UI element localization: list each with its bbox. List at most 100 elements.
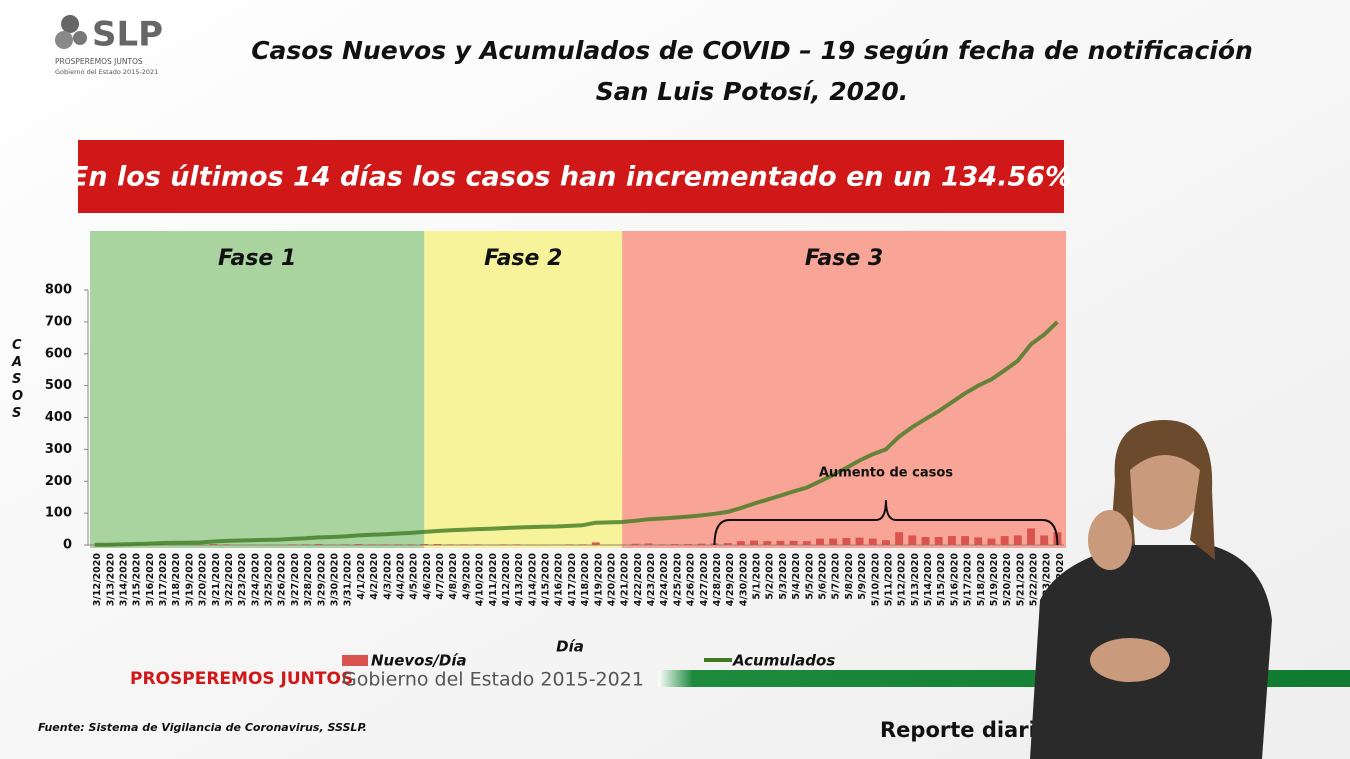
x-tick-label: 4/27/2020 <box>699 553 710 607</box>
bar <box>723 543 732 545</box>
x-tick-label: 3/20/2020 <box>198 553 209 607</box>
x-tick-label: 5/13/2020 <box>910 553 921 607</box>
bar <box>816 538 824 545</box>
line <box>94 320 1059 547</box>
logo: SLP PROSPEREMOS JUNTOS Gobierno del Esta… <box>55 15 163 76</box>
x-tick-label: 5/5/2020 <box>804 553 815 600</box>
x-tick-label: 3/24/2020 <box>250 553 261 607</box>
x-tick-label: 5/6/2020 <box>818 553 829 600</box>
y-tick-label: 500 <box>45 378 72 393</box>
x-tick-label: 3/16/2020 <box>145 553 156 607</box>
phase-region <box>622 231 1066 548</box>
bar <box>1040 535 1049 545</box>
bar <box>499 544 508 545</box>
y-tick-label: 600 <box>45 346 72 361</box>
x-tick-label: 5/17/2020 <box>963 553 974 607</box>
source: Fuente: Sistema de Vigilancia de Coronav… <box>38 721 367 734</box>
logo-icon <box>73 31 87 45</box>
logo-motto: PROSPEREMOS JUNTOS <box>55 57 143 66</box>
bar <box>670 544 679 545</box>
bar <box>446 544 455 545</box>
x-tick-label: 4/5/2020 <box>409 553 420 600</box>
bar <box>974 537 983 545</box>
x-tick-label: 4/25/2020 <box>672 553 683 607</box>
x-tick-label: 3/23/2020 <box>237 553 248 607</box>
x-tick-label: 4/28/2020 <box>712 553 723 607</box>
bar <box>591 542 600 545</box>
x-tick-label: 5/18/2020 <box>976 553 987 607</box>
bar <box>393 544 402 545</box>
bar <box>380 544 389 545</box>
bar <box>341 544 350 545</box>
y-tick-label: 800 <box>45 283 72 298</box>
logo-text: SLP <box>92 15 163 55</box>
bar <box>631 543 640 545</box>
x-tick-label: 4/22/2020 <box>633 553 644 607</box>
x-tick-label: 4/6/2020 <box>422 553 433 600</box>
bar <box>881 540 890 545</box>
y-tick-label: 400 <box>45 410 72 425</box>
y-tick-label: 300 <box>45 442 72 457</box>
y-tick-label: 0 <box>63 538 72 553</box>
bar <box>697 543 706 545</box>
bar <box>684 544 693 545</box>
x-axis-label: Día <box>556 638 584 656</box>
x-tick-label: 5/19/2020 <box>989 553 1000 607</box>
x-tick-label: 3/15/2020 <box>132 553 143 607</box>
x-tick-label: 5/21/2020 <box>1015 553 1026 607</box>
interpreter-hair <box>1110 420 1215 560</box>
bar <box>1027 528 1035 545</box>
bar <box>776 540 785 545</box>
x-tick-label: 5/4/2020 <box>791 553 802 600</box>
bar <box>407 544 416 545</box>
bar <box>934 537 943 545</box>
bar <box>921 537 930 545</box>
bar <box>829 538 838 545</box>
bar <box>750 540 759 545</box>
x-tick-label: 4/4/2020 <box>395 553 406 600</box>
bar <box>420 544 429 545</box>
bar <box>301 544 310 545</box>
annotation-text: Aumento de casos <box>819 466 953 481</box>
x-tick-label: 3/21/2020 <box>211 553 222 607</box>
x-tick-label: 5/20/2020 <box>1002 553 1013 607</box>
bar <box>367 544 376 545</box>
x-tick-label: 4/7/2020 <box>435 553 446 600</box>
bar <box>1000 536 1009 545</box>
x-tick-label: 3/29/2020 <box>316 553 327 607</box>
x-tick-label: 5/1/2020 <box>752 553 763 600</box>
bar <box>961 536 970 545</box>
bar <box>842 537 851 545</box>
y-tick-label: 100 <box>45 506 72 521</box>
x-tick-label: 4/19/2020 <box>593 553 604 607</box>
bar <box>895 532 904 545</box>
x-tick-label: 3/30/2020 <box>330 553 341 607</box>
bar <box>947 536 956 545</box>
x-tick-label: 4/8/2020 <box>448 553 459 600</box>
bar <box>459 544 468 545</box>
x-tick-label: 5/7/2020 <box>831 553 842 600</box>
legend-label: Nuevos/Día <box>371 652 467 670</box>
phase-region <box>90 231 425 548</box>
x-tick-label: 4/21/2020 <box>620 553 631 607</box>
footer-government: Gobierno del Estado 2015-2021 <box>342 669 644 691</box>
bar <box>209 544 218 545</box>
x-tick-label: 4/26/2020 <box>686 553 697 607</box>
y-tick-label: 700 <box>45 314 72 329</box>
x-tick-label: 4/24/2020 <box>659 553 670 607</box>
logo-icon <box>55 31 73 49</box>
x-tick-label: 4/2/2020 <box>369 553 380 600</box>
banner <box>78 140 1064 213</box>
x-tick-label: 3/14/2020 <box>118 553 129 607</box>
legend-swatch <box>342 655 368 666</box>
bar <box>578 544 587 545</box>
x-tick-label: 5/10/2020 <box>870 553 881 607</box>
title: San Luis Potosí, 2020. <box>596 77 909 106</box>
logo-icon <box>61 15 79 33</box>
x-tick-label: 4/17/2020 <box>567 553 578 607</box>
phase-label: Fase 1 <box>218 246 296 271</box>
x-tick-label: 4/9/2020 <box>461 553 472 600</box>
x-tick-label: 5/15/2020 <box>936 553 947 607</box>
